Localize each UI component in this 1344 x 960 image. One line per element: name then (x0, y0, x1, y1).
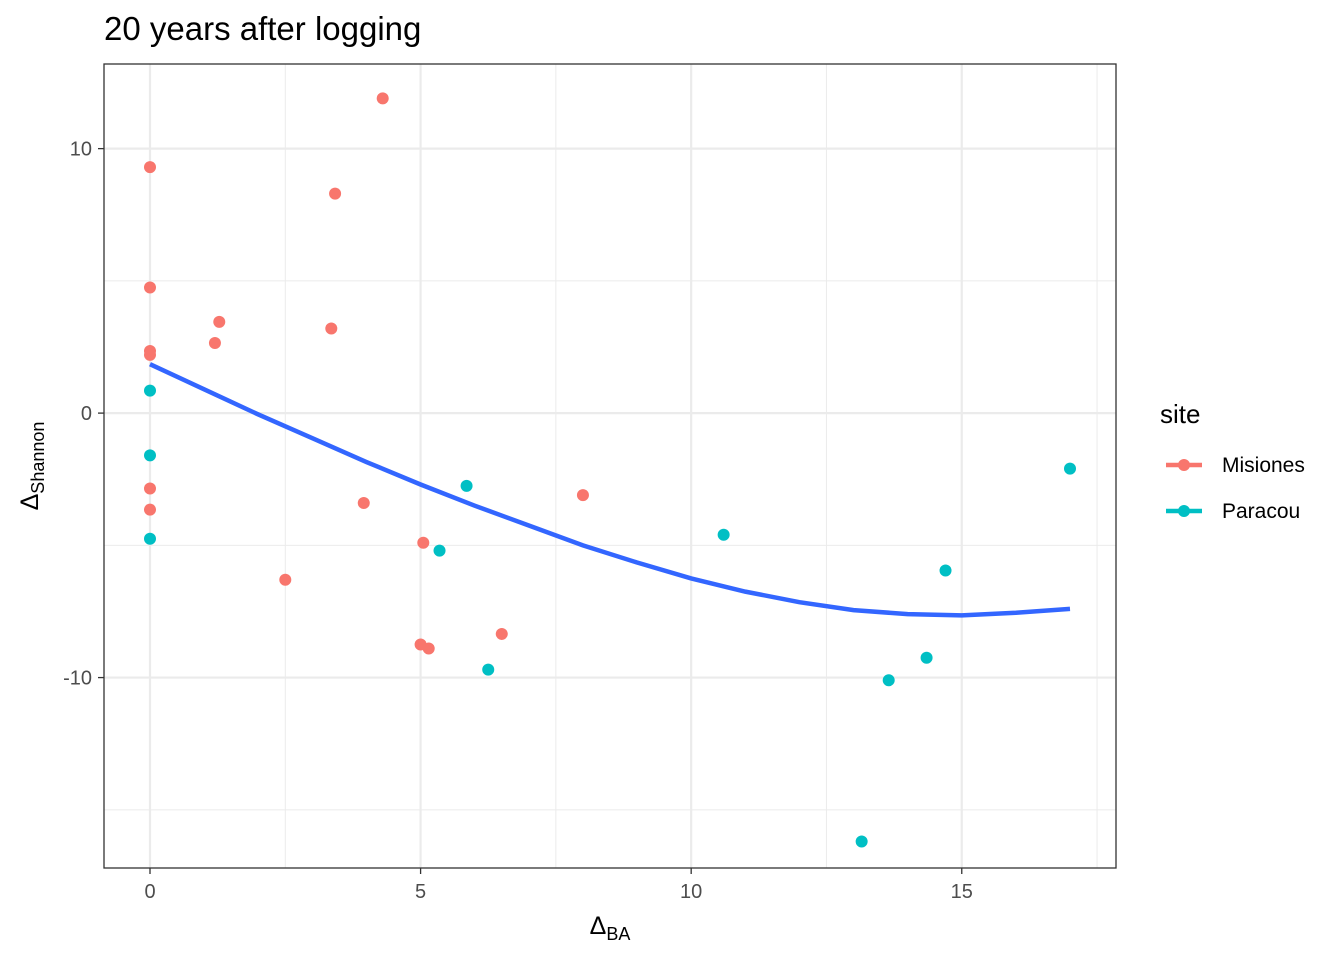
data-point-paracou (144, 449, 156, 462)
data-point-misiones (357, 497, 370, 510)
data-point-misiones (213, 315, 226, 328)
data-point-misiones (376, 92, 389, 105)
data-point-misiones (325, 322, 338, 335)
x-tick-label: 0 (144, 881, 155, 903)
data-point-paracou (939, 564, 952, 577)
legend-label: Paracou (1222, 500, 1300, 523)
data-point-misiones (422, 642, 435, 655)
y-axis-subscript: Shannon (28, 422, 48, 494)
legend-key-point (1178, 505, 1190, 517)
data-point-paracou (144, 384, 156, 397)
y-tick-label: 10 (70, 139, 92, 161)
y-axis-ticks: -10 0 10 (63, 139, 104, 690)
minor-gridlines (104, 64, 1116, 868)
data-point-misiones (144, 161, 156, 174)
y-axis-symbol: Δ (16, 494, 44, 511)
data-point-paracou (482, 663, 495, 676)
legend-item-misiones: Misiones (1166, 454, 1305, 477)
x-axis-symbol: Δ (590, 912, 607, 940)
data-point-misiones (144, 482, 156, 495)
data-point-misiones (144, 281, 156, 294)
x-axis-ticks: 0 5 10 15 (144, 868, 973, 903)
data-point-misiones (329, 187, 342, 200)
data-point-paracou (1064, 462, 1076, 475)
data-point-paracou (717, 528, 730, 541)
data-point-paracou (855, 835, 868, 848)
legend: site Misiones Paracou (1160, 399, 1305, 523)
data-point-misiones (144, 348, 156, 361)
data-point-misiones (279, 573, 292, 586)
data-point-paracou (460, 479, 473, 492)
data-point-paracou (920, 651, 933, 664)
panel-background (104, 64, 1116, 868)
y-axis-title: ΔShannon (16, 422, 48, 511)
data-point-paracou (882, 674, 895, 687)
data-point-paracou (144, 532, 156, 545)
data-point-misiones (144, 503, 156, 516)
legend-key-point (1178, 459, 1190, 471)
data-point-paracou (433, 544, 446, 557)
chart-title: 20 years after logging (104, 10, 421, 47)
data-point-misiones (208, 337, 221, 350)
major-gridlines (104, 64, 1116, 868)
y-tick-label: 0 (81, 403, 92, 425)
plot-panel (103, 63, 1117, 869)
data-point-misiones (576, 489, 589, 502)
data-point-misiones (417, 536, 430, 549)
y-tick-label: -10 (63, 668, 92, 690)
trend-line (149, 362, 1071, 618)
x-tick-label: 5 (415, 881, 426, 903)
data-points (144, 92, 1076, 848)
panel-border (103, 63, 1117, 869)
legend-title: site (1160, 399, 1200, 429)
x-axis-title: ΔBA (590, 912, 631, 944)
x-tick-label: 15 (951, 881, 973, 903)
legend-label: Misiones (1222, 454, 1305, 477)
x-tick-label: 10 (680, 881, 702, 903)
data-point-misiones (495, 627, 508, 640)
x-axis-subscript: BA (606, 924, 630, 944)
legend-item-paracou: Paracou (1166, 500, 1300, 523)
legend-items: Misiones Paracou (1166, 454, 1305, 523)
